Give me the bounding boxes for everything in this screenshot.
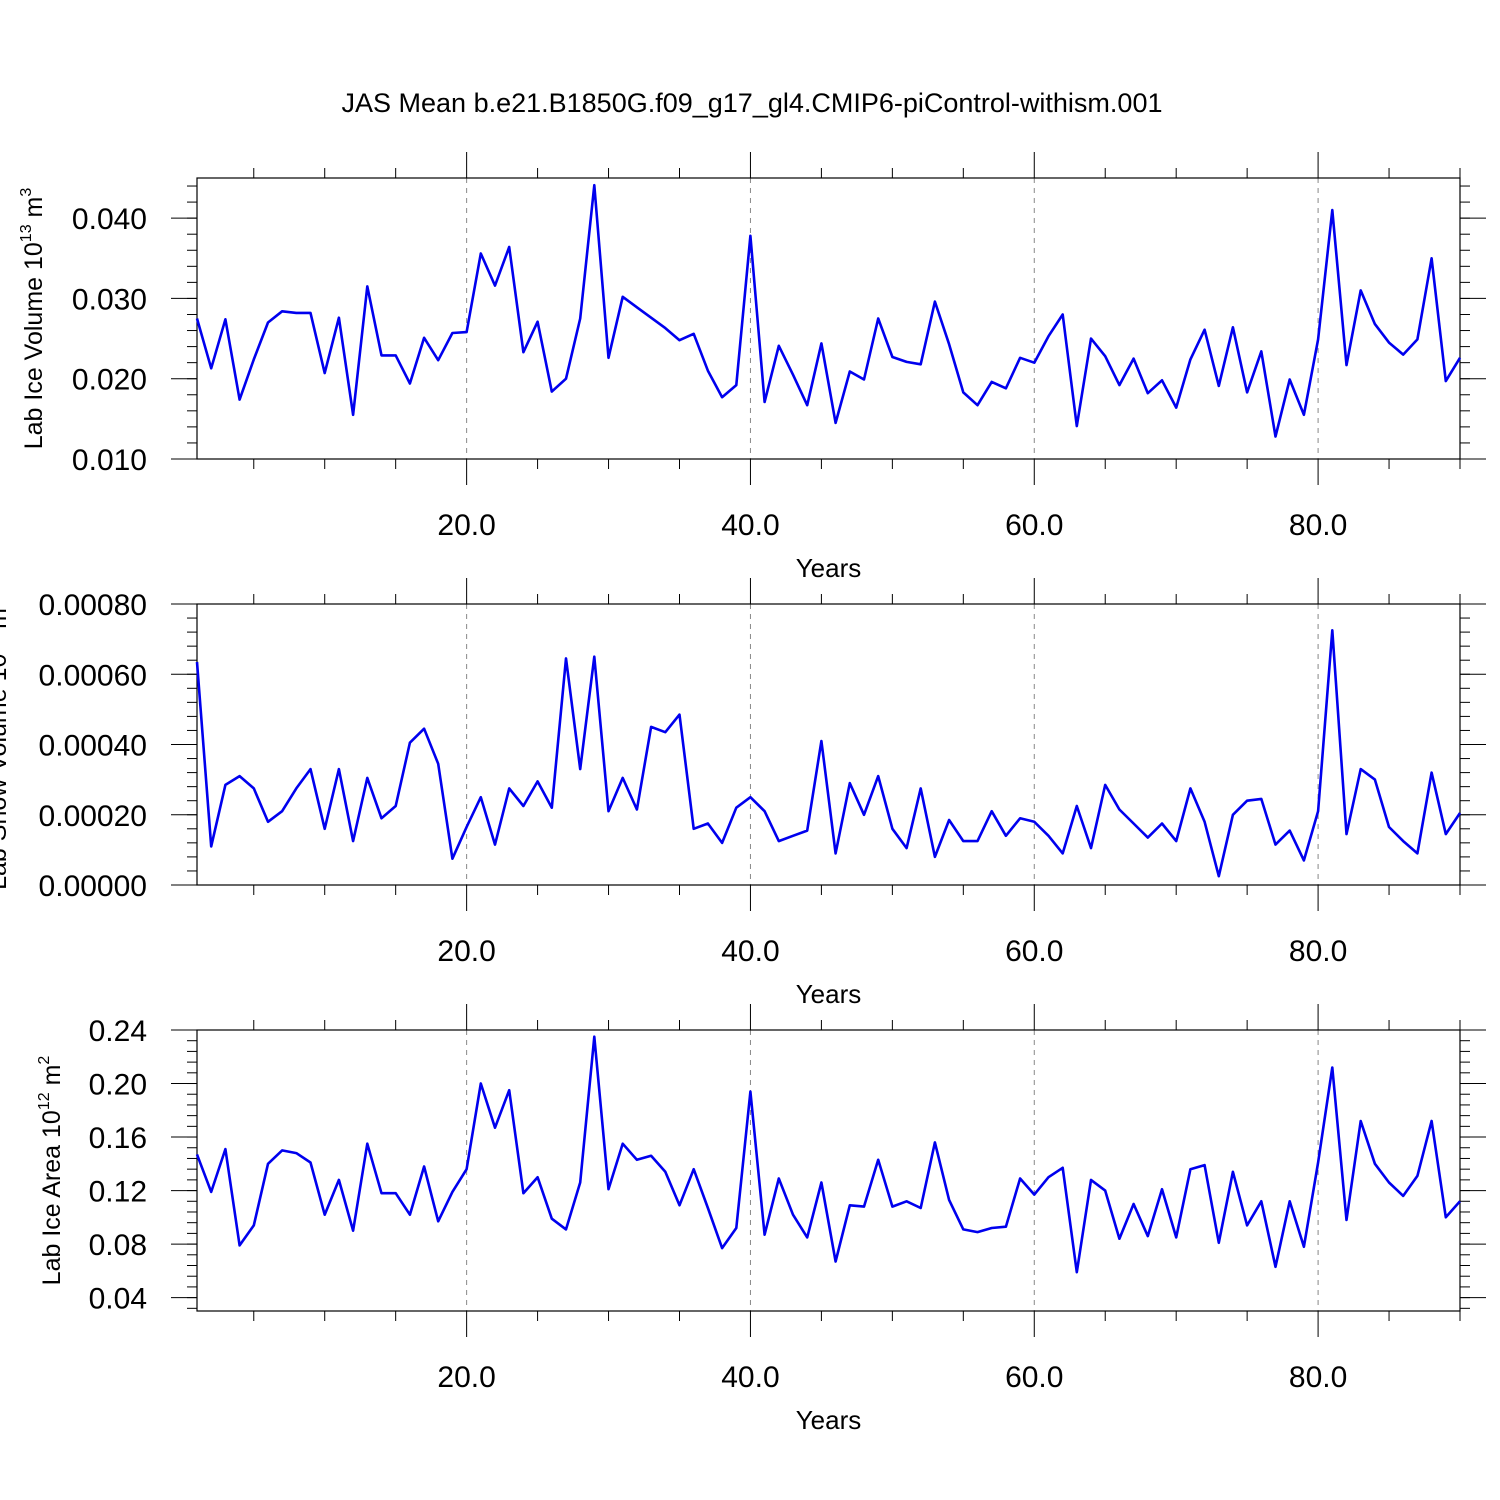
x-tick-label: 80.0 bbox=[1289, 509, 1347, 542]
panel-1: 0.010 0.020 0.030 0.040 20.0 40.0 60.0 80.0 Year… bbox=[18, 152, 1486, 583]
x-tick-label: 60.0 bbox=[1005, 1361, 1063, 1394]
x-tick-label: 80.0 bbox=[1289, 1361, 1347, 1394]
series-line bbox=[195, 183, 1462, 438]
y-tick-label: 0.24 bbox=[89, 1015, 147, 1048]
x-tick-label: 40.0 bbox=[721, 1361, 779, 1394]
plot-frame bbox=[196, 1029, 1461, 1312]
y-axis-label: Lab Ice Volume 1013 m3 bbox=[18, 188, 48, 450]
x-axis-label: Years bbox=[796, 1405, 862, 1435]
y-axis-label: Lab Snow Volume 1013 m3 bbox=[0, 599, 12, 890]
x-axis-label: Years bbox=[796, 979, 862, 1009]
panel-3: 0.04 0.08 0.12 0.16 0.20 0.24 20.0 40.0 60.0 80.0… bbox=[36, 1004, 1486, 1435]
y-tick-label: 0.16 bbox=[89, 1122, 147, 1155]
x-tick-label: 20.0 bbox=[437, 509, 495, 542]
x-tick-label: 60.0 bbox=[1005, 509, 1063, 542]
y-tick-label: 0.030 bbox=[72, 283, 147, 316]
y-tick-label: 0.010 bbox=[72, 444, 147, 477]
x-tick-label: 80.0 bbox=[1289, 935, 1347, 968]
y-tick-label: 0.08 bbox=[89, 1229, 147, 1262]
x-tick-label: 40.0 bbox=[721, 509, 779, 542]
y-tick-label: 0.00020 bbox=[39, 800, 147, 833]
y-tick-label: 0.00000 bbox=[39, 870, 147, 903]
y-tick-label: 0.20 bbox=[89, 1069, 147, 1102]
x-tick-label: 20.0 bbox=[437, 1361, 495, 1394]
x-tick-label: 20.0 bbox=[437, 935, 495, 968]
y-tick-label: 0.12 bbox=[89, 1176, 147, 1209]
y-tick-label: 0.020 bbox=[72, 364, 147, 397]
y-axis-label: Lab Ice Area 1012 m2 bbox=[36, 1056, 66, 1286]
series-line bbox=[195, 1035, 1461, 1274]
y-tick-label: 0.040 bbox=[72, 203, 147, 236]
panel-2: 0.00000 0.00020 0.00040 0.00060 0.00080 20.0 4… bbox=[0, 578, 1486, 1009]
y-tick-label: 0.00080 bbox=[39, 589, 147, 622]
y-tick-label: 0.00040 bbox=[39, 730, 147, 763]
chart-title: JAS Mean b.e21.B1850G.f09_g17_gl4.CMIP6-… bbox=[342, 88, 1163, 118]
plot-frame bbox=[196, 603, 1461, 886]
x-axis-label: Years bbox=[796, 553, 862, 583]
y-tick-label: 0.00060 bbox=[39, 659, 147, 692]
x-tick-label: 40.0 bbox=[721, 935, 779, 968]
plot-frame bbox=[196, 177, 1461, 460]
series-line bbox=[195, 628, 1462, 878]
x-tick-label: 60.0 bbox=[1005, 935, 1063, 968]
y-tick-label: 0.04 bbox=[89, 1283, 147, 1316]
